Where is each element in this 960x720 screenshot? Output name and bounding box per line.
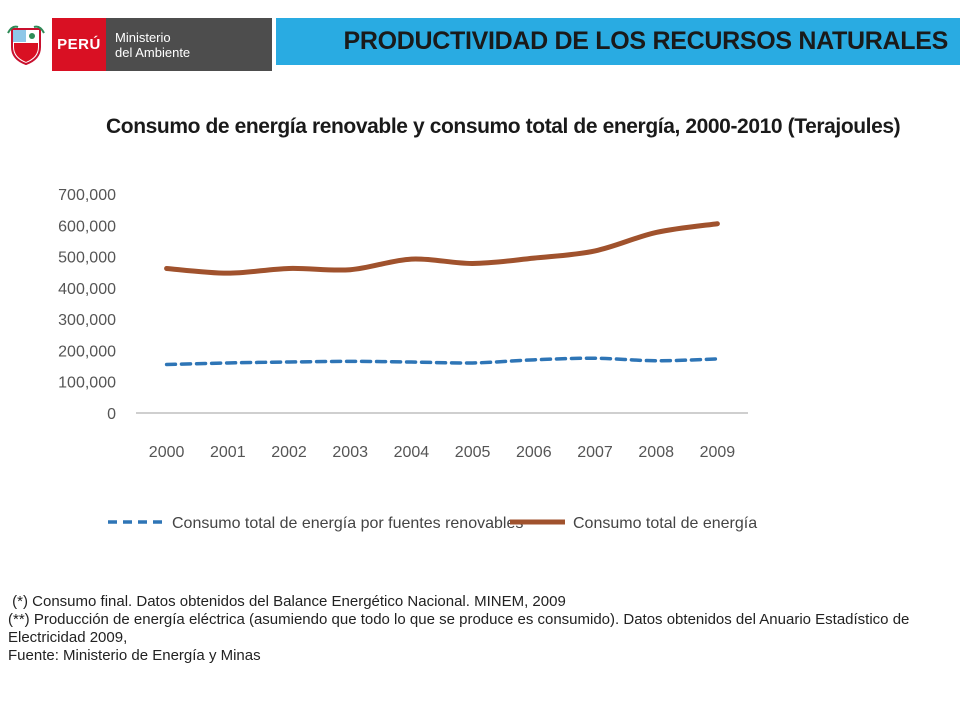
x-tick-label: 2003 xyxy=(332,444,368,461)
y-tick-label: 600,000 xyxy=(58,218,116,235)
legend-label-renewable: Consumo total de energía por fuentes ren… xyxy=(172,515,523,532)
footnote-source: Fuente: Ministerio de Energía y Minas xyxy=(8,647,261,664)
legend-label-total: Consumo total de energía xyxy=(573,515,757,532)
y-tick-label: 400,000 xyxy=(58,281,116,298)
chart-title: Consumo de energía renovable y consumo t… xyxy=(106,115,901,138)
page-title: PRODUCTIVIDAD DE LOS RECURSOS NATURALES xyxy=(343,27,948,55)
header-bar: PRODUCTIVIDAD DE LOS RECURSOS NATURALES xyxy=(276,18,960,65)
y-tick-label: 200,000 xyxy=(58,343,116,360)
x-tick-label: 2009 xyxy=(700,444,736,461)
series-line-total xyxy=(164,221,720,276)
logo-ministry-line2: del Ambiente xyxy=(115,44,191,60)
coat-of-arms-icon xyxy=(0,18,52,71)
logo-ministry-line1: Ministerio xyxy=(115,29,171,45)
logo-ministry: Ministerio del Ambiente xyxy=(106,18,272,71)
y-tick-label: 300,000 xyxy=(58,312,116,329)
footnotes: (*) Consumo final. Datos obtenidos del B… xyxy=(8,593,953,665)
x-tick-label: 2001 xyxy=(210,444,246,461)
x-tick-label: 2002 xyxy=(271,444,307,461)
series-line-renewable xyxy=(164,356,720,367)
x-tick-label: 2008 xyxy=(638,444,674,461)
x-tick-label: 2006 xyxy=(516,444,552,461)
footnote-2: (**) Producción de energía eléctrica (as… xyxy=(8,611,914,646)
x-tick-label: 2005 xyxy=(455,444,491,461)
x-tick-label: 2007 xyxy=(577,444,613,461)
y-tick-label: 700,000 xyxy=(58,187,116,204)
y-tick-label: 100,000 xyxy=(58,375,116,392)
line-chart: 0 100,000 200,000 300,000 400,000 500,000 600,… xyxy=(58,187,757,532)
x-tick-label: 2000 xyxy=(149,444,185,461)
y-tick-label: 500,000 xyxy=(58,250,116,267)
footnote-1: (*) Consumo final. Datos obtenidos del B… xyxy=(8,593,566,610)
ministry-logo: PERÚ Ministerio del Ambiente xyxy=(0,18,272,71)
x-tick-label: 2004 xyxy=(394,444,430,461)
y-tick-label: 0 xyxy=(107,406,116,423)
logo-country: PERÚ xyxy=(52,18,106,71)
